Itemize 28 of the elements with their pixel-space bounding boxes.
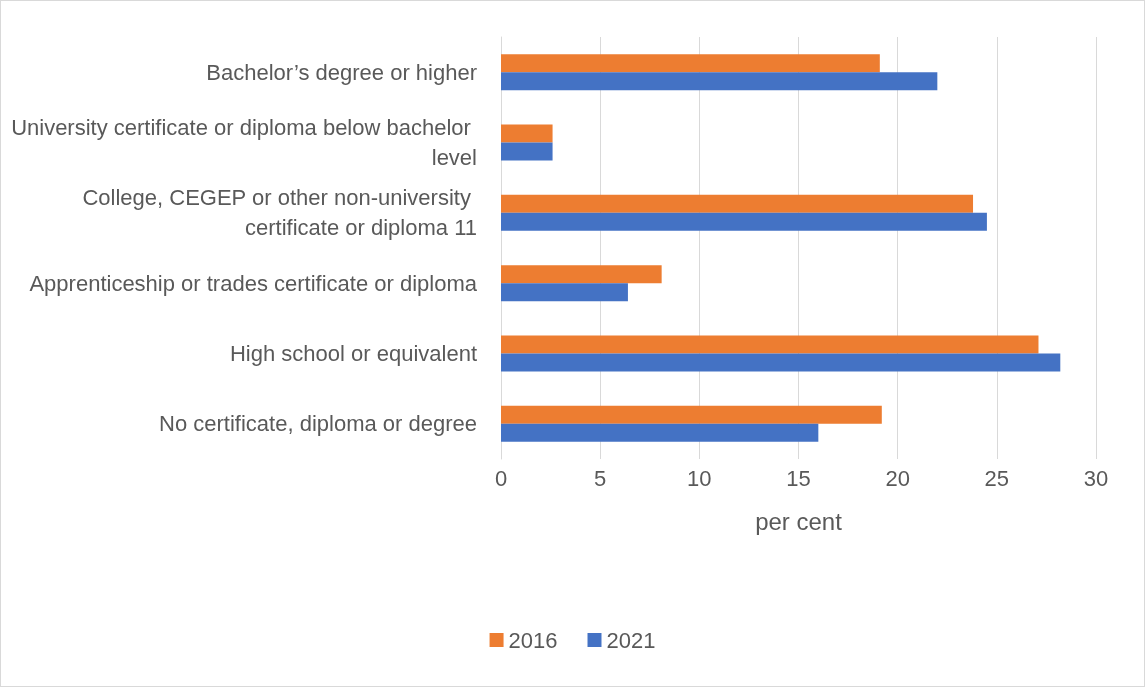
bar [501, 265, 662, 284]
x-tick-label: 10 [687, 465, 712, 491]
bar [501, 142, 553, 161]
y-tick-label: Apprenticeship or trades certificate or diploma [29, 270, 478, 296]
bar [501, 124, 553, 143]
bar [501, 72, 938, 91]
bar [501, 353, 1061, 372]
x-tick-label: 0 [494, 465, 508, 491]
legend-label: 2016 [508, 627, 558, 653]
y-tick-label: University certificate or diploma below bachelor level [11, 115, 477, 170]
y-tick-label: No certificate, diploma or degree [159, 411, 477, 437]
x-tick-label: 15 [786, 465, 811, 491]
legend-label: 2021 [606, 627, 656, 653]
y-tick-label: College, CEGEP or other non-university certificate or diploma 11 [82, 185, 477, 241]
x-tick-label: 20 [885, 465, 910, 491]
bar [501, 405, 882, 424]
bar [501, 423, 819, 442]
bar [501, 54, 880, 73]
x-tick-label: 25 [984, 465, 1010, 491]
x-tick-label: 5 [594, 465, 607, 491]
x-axis-title: per cent [755, 507, 843, 535]
x-tick-label: 30 [1083, 465, 1109, 491]
bar [501, 212, 987, 231]
y-tick-label: High school or equivalent [229, 341, 477, 366]
y-tick-label: Bachelor’s degree or higher [206, 59, 477, 85]
bar [501, 335, 1039, 354]
bar [501, 283, 628, 302]
bar [501, 194, 974, 213]
